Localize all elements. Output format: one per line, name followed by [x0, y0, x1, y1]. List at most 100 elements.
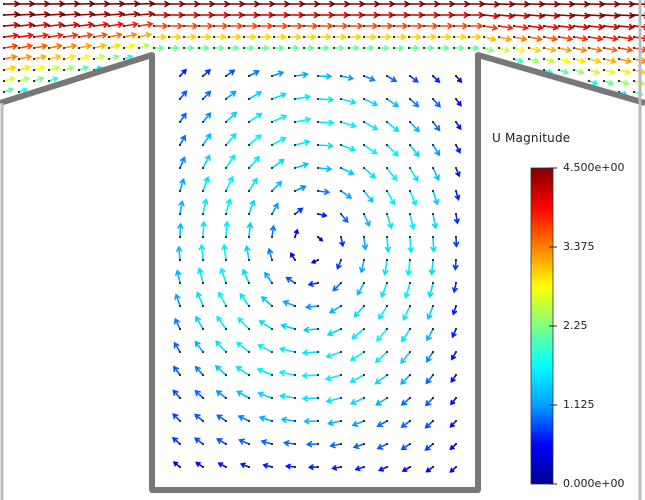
vector-node-dot [122, 57, 126, 61]
velocity-arrow [618, 23, 635, 31]
vector-node-dot [92, 2, 96, 6]
vector-node-dot [122, 13, 126, 17]
vector-node-dot [339, 166, 343, 170]
vector-node-dot [362, 442, 366, 446]
vector-node-dot [422, 35, 426, 39]
vector-node-dot [632, 68, 636, 72]
velocity-arrow [288, 22, 304, 30]
vector-node-dot [407, 46, 411, 50]
vector-node-dot [392, 24, 396, 28]
vector-node-dot [257, 35, 261, 39]
vector-node-dot [201, 212, 205, 216]
vector-node-dot [293, 281, 297, 285]
velocity-arrow [558, 24, 575, 31]
vector-node-dot [224, 166, 228, 170]
colorbar-ticks [549, 167, 557, 485]
velocity-arrow [256, 367, 273, 376]
vector-node-dot [454, 97, 458, 101]
vector-node-dot [385, 327, 389, 331]
velocity-arrow [402, 305, 411, 321]
vector-node-dot [408, 281, 412, 285]
vector-node-dot [431, 258, 435, 262]
velocity-arrow [202, 175, 210, 192]
vector-node-dot [197, 35, 201, 39]
velocity-arrow [243, 45, 255, 51]
vector-node-dot [362, 46, 366, 50]
velocity-arrow [172, 413, 181, 422]
velocity-arrow [336, 259, 342, 271]
vector-node-dot [137, 46, 141, 50]
velocity-arrow [123, 10, 141, 18]
vector-node-dot [347, 46, 351, 50]
velocity-arrow [468, 33, 483, 41]
vector-node-dot [272, 35, 276, 39]
vector-node-dot [293, 465, 297, 469]
vector-node-dot [272, 2, 276, 6]
vector-node-dot [302, 24, 306, 28]
vector-node-dot [431, 189, 435, 193]
velocity-arrow [378, 22, 394, 30]
vector-node-dot [182, 24, 186, 28]
velocity-arrow [138, 10, 156, 18]
velocity-arrow [424, 420, 434, 429]
velocity-arrow [351, 328, 365, 340]
velocity-arrow [528, 57, 540, 64]
velocity-arrow [248, 70, 260, 77]
vector-node-dot [587, 46, 591, 50]
velocity-arrow [179, 112, 187, 123]
velocity-arrow [3, 21, 21, 29]
velocity-arrow [513, 24, 530, 31]
velocity-arrow [353, 305, 365, 318]
velocity-arrow [93, 11, 111, 18]
velocity-arrow [400, 420, 411, 428]
velocity-arrow [324, 374, 342, 382]
velocity-arrow [304, 303, 319, 310]
vector-node-dot [632, 24, 636, 28]
velocity-arrow [280, 416, 296, 423]
vector-node-dot [339, 258, 343, 262]
velocity-arrow [246, 221, 254, 238]
velocity-arrow [108, 10, 126, 18]
vector-node-dot [302, 35, 306, 39]
vector-node-dot [602, 2, 606, 6]
vector-node-dot [293, 419, 297, 423]
left-wall [0, 52, 645, 493]
velocity-arrow [138, 21, 154, 28]
velocity-arrow [78, 43, 93, 50]
vector-node-dot [32, 35, 36, 39]
vector-node-dot [454, 281, 458, 285]
vector-node-dot [385, 74, 389, 78]
vector-node-dot [178, 143, 182, 147]
vector-node-dot [32, 57, 36, 61]
velocity-arrow [241, 268, 250, 284]
vector-node-dot [317, 24, 321, 28]
vector-node-dot [385, 442, 389, 446]
vector-node-dot [316, 143, 320, 147]
velocity-arrow [513, 57, 524, 64]
velocity-arrow [513, 35, 528, 42]
velocity-arrow [455, 167, 461, 178]
vector-node-dot [167, 13, 171, 17]
velocity-arrow [78, 54, 92, 61]
vector-node-dot [257, 13, 261, 17]
velocity-arrow [239, 292, 250, 307]
vector-node-dot [452, 35, 456, 39]
vector-node-dot [557, 24, 561, 28]
vector-node-dot [557, 68, 561, 72]
velocity-arrow [340, 98, 357, 105]
velocity-arrow [333, 45, 345, 51]
vector-node-dot [201, 258, 205, 262]
vector-node-dot [408, 143, 412, 147]
vector-node-dot [293, 189, 297, 193]
velocity-arrow [409, 167, 419, 183]
vector-node-dot [270, 120, 274, 124]
vector-node-dot [152, 2, 156, 6]
vector-node-dot [602, 35, 606, 39]
vector-node-dot [339, 189, 343, 193]
velocity-arrow [432, 98, 441, 108]
velocity-arrow [225, 154, 236, 169]
velocity-arrow [202, 154, 211, 169]
velocity-arrow [78, 32, 94, 39]
vector-node-dot [467, 13, 471, 17]
vector-node-dot [602, 13, 606, 17]
